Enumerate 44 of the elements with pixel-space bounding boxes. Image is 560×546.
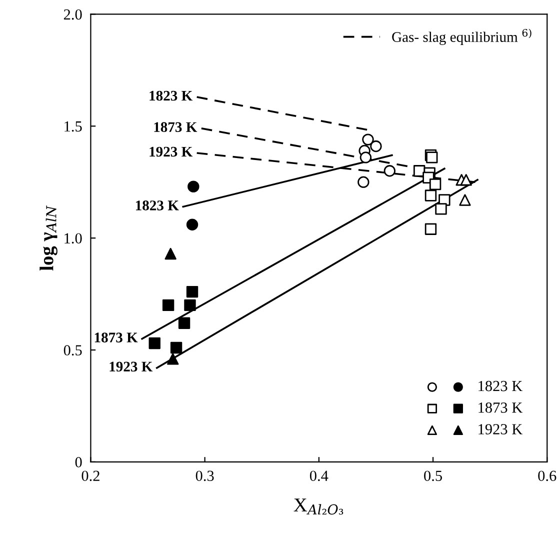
point [362,134,374,146]
point [186,218,198,230]
y-tick-label: 0 [75,457,82,468]
legend-label: 1823 K [478,380,523,392]
x-tick-label: 0.5 [424,470,442,482]
point [424,190,437,202]
point [459,194,471,206]
y-tick-label: 1.0 [64,233,82,244]
annotation: 1923 K [110,362,153,372]
legend-label: 1873 K [478,402,523,413]
x-tick-label: 0.3 [196,470,214,482]
x-axis-title: X$_{Al₂O₃}$ [294,498,344,515]
x-tick-label: 0.4 [310,470,328,482]
y-tick-label: 1.5 [64,121,82,132]
point [370,140,382,152]
point [435,203,447,215]
annotation: 1823 K [150,90,193,101]
point [162,299,174,312]
point [184,299,196,312]
point [358,176,370,188]
annotation: 1873 K [154,122,198,132]
point [384,165,396,177]
legend-label: 1923 K [478,424,523,434]
point [170,342,182,354]
y-tick-label: 0.5 [64,345,82,356]
annotation: 1823 K [136,200,179,210]
point [167,353,179,365]
point [460,174,472,186]
point [148,337,160,350]
point [178,317,190,329]
point [424,223,437,235]
annotation: 1873 K [94,332,138,342]
x-tick-label: 0.2 [82,470,100,482]
y-axis-title: log γ$_{AlN}$ [40,205,58,271]
point [429,178,442,190]
point [188,180,200,192]
point [186,286,198,298]
legend-label: Gas- slag equilibrium $^{6)}$ [392,28,532,45]
y-tick-label: 2.0 [64,9,82,20]
point [426,152,438,164]
point [164,248,176,260]
point [360,152,372,164]
x-tick-label: 0.6 [538,470,556,482]
annotation: 1923 K [150,146,193,157]
